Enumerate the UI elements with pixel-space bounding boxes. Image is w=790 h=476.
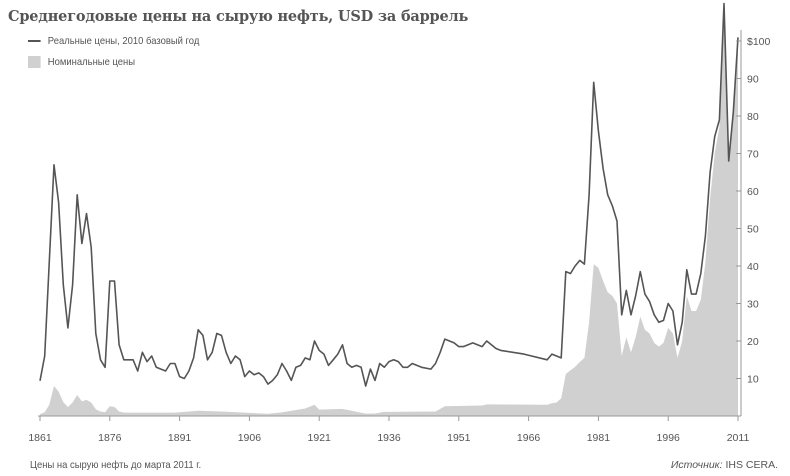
y-tick-label: 10 [747,374,759,386]
legend-label-real: Реальные цены, 2010 базовый год [47,35,200,47]
x-tick-label: 1936 [377,432,401,444]
x-tick-label: 1966 [517,432,541,444]
chart-source: Источник: IHS CERA. [671,459,778,471]
source-label: Источник: [670,459,723,471]
chart-title: Среднегодовые цены на сырую нефть, USD з… [8,8,469,25]
legend-line-swatch [28,40,41,43]
nominal-price-area [40,11,738,416]
x-tick-label: 1876 [98,432,122,444]
y-tick-label: 70 [747,149,759,161]
y-tick-label: 30 [747,299,759,311]
legend-item-real: Реальные цены, 2010 базовый год [28,35,199,47]
y-tick-label: 80 [747,111,759,123]
x-tick-label: 1861 [28,432,52,444]
legend-item-nominal: Номинальные цены [28,56,136,69]
x-tick-label: 1981 [587,432,611,444]
y-tick-label: 50 [747,224,759,236]
chart-note: Цены на сырую нефть до марта 2011 г. [30,459,202,471]
legend-label-nominal: Номинальные цены [47,56,136,68]
x-tick-label: 1921 [308,432,332,444]
x-tick-label: 1891 [168,432,192,444]
x-tick-label: 1906 [238,432,262,444]
real-price-line [39,2,739,387]
y-tick-label: 60 [747,186,759,198]
y-tick-label: 40 [747,261,759,273]
y-tick-label: $100 [747,36,771,48]
x-tick-label: 1996 [657,432,681,444]
source-value: IHS CERA. [725,459,778,471]
legend-area-swatch [28,56,41,69]
y-tick-label: 90 [747,74,759,86]
x-tick-label: 1951 [447,432,471,444]
y-tick-label: 20 [747,336,759,348]
x-tick-label: 2011 [727,432,750,444]
